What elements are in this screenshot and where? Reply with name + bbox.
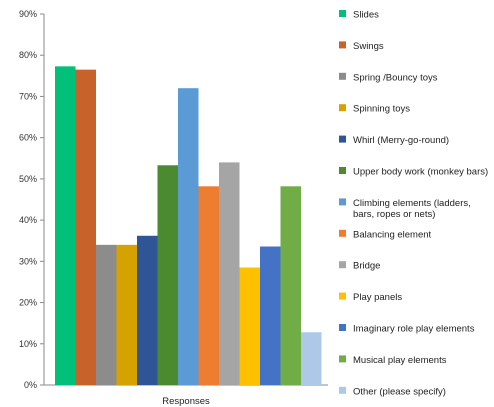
legend-label: Bridge <box>353 261 380 272</box>
bar-slides <box>55 66 76 385</box>
bar-other-please-specify <box>301 332 322 385</box>
legend-swatch <box>339 167 346 174</box>
bar-whirl-merry-go-round <box>137 235 158 385</box>
legend-swatch <box>339 355 346 363</box>
y-tick-label: 10% <box>19 339 37 349</box>
x-axis-title: Responses <box>162 396 210 407</box>
legend-swatch <box>339 198 346 206</box>
bars-layer <box>55 66 322 386</box>
legend-label: Upper body work (monkey bars) <box>353 167 488 178</box>
legend-label: Spinning toys <box>353 104 410 115</box>
legend-label: Play panels <box>353 292 402 303</box>
y-tick-label: 30% <box>19 256 37 266</box>
y-tick-label: 40% <box>19 215 37 225</box>
legend-label: Balancing element <box>353 229 432 240</box>
legend-swatch <box>339 104 346 112</box>
bar-musical-play-elements <box>280 186 301 385</box>
legend-swatch <box>339 386 346 394</box>
legend-swatch <box>339 135 346 143</box>
legend-swatch <box>339 261 346 269</box>
legend-label: Swings <box>353 41 384 52</box>
y-tick-label: 70% <box>19 91 37 101</box>
legend: Slides Swings Spring /Bouncy toys Spinning … <box>339 10 488 397</box>
y-tick-label: 80% <box>19 50 37 60</box>
legend-swatch <box>339 72 346 80</box>
bar-climbing-elements-ladders-bars-ropes-or-nets <box>178 88 199 385</box>
legend-label: Whirl (Merry-go-round) <box>353 135 449 146</box>
y-tick-label: 0% <box>24 380 37 390</box>
legend-label: Other (please specify) <box>353 386 446 397</box>
legend-label: Musical play elements <box>353 355 447 366</box>
legend-label: Slides <box>353 10 379 21</box>
legend-label: Imaginary role play elements <box>353 324 475 335</box>
bar-swings <box>75 69 96 386</box>
bar-upper-body-work-monkey-bars <box>157 165 178 385</box>
y-tick-label: 60% <box>19 133 37 143</box>
bar-balancing-element <box>198 186 219 385</box>
legend-swatch <box>339 292 346 300</box>
legend-swatch <box>339 324 346 331</box>
legend-label: Spring /Bouncy toys <box>353 72 438 83</box>
bar-spring-bouncy-toys <box>96 244 117 385</box>
bar-bridge <box>219 162 240 385</box>
bar-play-panels <box>239 267 260 385</box>
legend-label: Climbing elements (ladders, bars, ropes o… <box>353 198 471 220</box>
y-tick-label: 90% <box>19 9 37 19</box>
bar-spinning-toys <box>116 244 137 385</box>
legend-swatch <box>339 41 346 49</box>
y-tick-label: 50% <box>19 174 37 184</box>
legend-swatch <box>339 10 346 17</box>
legend-swatch <box>339 229 346 237</box>
y-tick-label: 20% <box>19 298 37 308</box>
bar-imaginary-role-play-elements <box>260 246 281 385</box>
